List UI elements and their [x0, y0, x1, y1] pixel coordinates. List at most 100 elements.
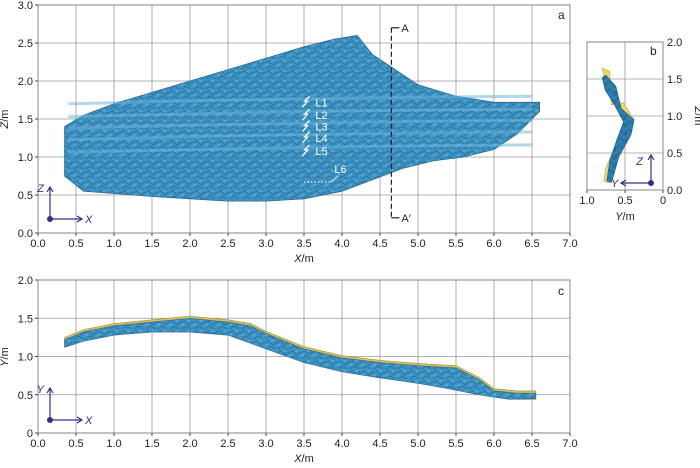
panel-b-xlabel: Y/m: [615, 211, 635, 223]
gizmo-origin: [47, 417, 53, 423]
y-tick-label: 0.5: [667, 148, 682, 160]
panel-b-ylabel: Z/m: [692, 106, 700, 126]
x-tick-label: 6.5: [524, 438, 539, 450]
gizmo-up-arrowhead: [46, 185, 54, 193]
x-tick-label: 3.0: [258, 238, 273, 250]
x-tick-label: 4.0: [334, 238, 349, 250]
panel-a-rock-surface: [64, 34, 540, 202]
x-tick-label: 6.0: [486, 438, 501, 450]
y-tick-label: 2.0: [18, 275, 33, 287]
x-tick-label: 7.0: [562, 238, 577, 250]
gizmo-up-label: Z: [635, 156, 644, 168]
x-tick-label: 3.0: [258, 438, 273, 450]
panel-b-letter: b: [650, 44, 657, 58]
x-tick-label: 5.5: [448, 438, 463, 450]
x-tick-label: 4.0: [334, 438, 349, 450]
y-tick-label: 0: [27, 428, 33, 440]
x-tick-label: 7.0: [562, 438, 577, 450]
x-tick-label: 0.5: [68, 438, 83, 450]
layer-band: [68, 130, 533, 142]
x-tick-label: 3.5: [296, 438, 311, 450]
layer-leader: [330, 175, 339, 183]
y-tick-label: 3.0: [18, 0, 33, 12]
x-tick-label: 2.0: [182, 438, 197, 450]
panel-b-axes-gizmo: ZY: [611, 153, 655, 190]
gizmo-side-label: Y: [611, 178, 619, 190]
layer-band: [68, 143, 533, 154]
gizmo-origin: [648, 180, 654, 186]
y-tick-label: 1.0: [18, 352, 33, 364]
panel-b-rock-surface: [601, 74, 635, 183]
gizmo-right-arrowhead: [76, 416, 84, 424]
gizmo-right-label: X: [84, 214, 93, 226]
x-tick-label: 1.0: [106, 238, 121, 250]
panel-b: 1.00.500.00.51.01.52.0 b Y/m Z/m ZY: [579, 37, 700, 223]
y-tick-label: 1.0: [18, 152, 33, 164]
gizmo-origin: [47, 216, 53, 222]
layer-label: L2: [315, 110, 327, 122]
panel-c-axes-gizmo: YX: [37, 384, 93, 427]
y-tick-label: 1.5: [18, 313, 33, 325]
gizmo-left-arrowhead: [619, 179, 627, 187]
panel-c-ylabel: Y/m: [0, 347, 11, 367]
panel-a-letter: a: [558, 8, 565, 22]
x-tick-label: 5.0: [410, 438, 425, 450]
panel-a-ticks: 0.0 0.5 1.0 1.5 2.0 2.5 3.0 3.5 4.0 4.5 5.0 5.5 6.0 6…: [18, 0, 578, 250]
section-top-label: A: [401, 23, 409, 35]
x-tick-label: 0.0: [30, 238, 45, 250]
layer-marker: [302, 144, 310, 157]
x-tick-label: 4.5: [372, 238, 387, 250]
x-tick-label: 0.0: [30, 438, 45, 450]
y-tick-label: 0.0: [667, 185, 682, 197]
x-tick-label: 5.0: [410, 238, 425, 250]
section-line-aa: A A′: [390, 23, 411, 225]
gizmo-right-arrowhead: [76, 215, 84, 223]
gizmo-up-label: Z: [36, 183, 45, 195]
y-tick-label: 2.0: [18, 76, 33, 88]
panel-c-xlabel: X/m: [293, 453, 314, 465]
layer-label: L6: [334, 164, 346, 176]
panel-a-axes-gizmo: ZX: [36, 183, 93, 226]
x-tick-label: 2.5: [220, 438, 235, 450]
x-tick-label: 6.5: [524, 238, 539, 250]
x-tick-label: 0.5: [617, 195, 632, 207]
layer-marker: [302, 108, 310, 121]
y-tick-label: 2.5: [18, 38, 33, 50]
panel-c-ticks: 0.0 0.5 1.0 1.5 2.0 2.5 3.0 3.5 4.0 4.5 5.0 5.5 6.0 6…: [18, 275, 578, 450]
gizmo-up-arrowhead: [647, 153, 655, 161]
x-tick-label: 1.0: [106, 438, 121, 450]
y-tick-label: 1.0: [667, 111, 682, 123]
layer-band: [68, 107, 533, 119]
section-bottom-label: A′: [401, 213, 410, 225]
x-tick-label: 2.5: [220, 238, 235, 250]
layer-label: L5: [315, 146, 327, 158]
x-tick-label: 0.5: [68, 238, 83, 250]
layer-marker: [302, 95, 310, 108]
y-tick-label: 0.0: [18, 228, 33, 240]
gizmo-up-arrowhead: [46, 386, 54, 394]
x-tick-label: 4.5: [372, 438, 387, 450]
x-tick-label: 5.5: [448, 238, 463, 250]
y-tick-label: 1.5: [18, 114, 33, 126]
y-tick-label: 0.5: [18, 390, 33, 402]
x-tick-label: 6.0: [486, 238, 501, 250]
panel-c: 0.0 0.5 1.0 1.5 2.0 2.5 3.0 3.5 4.0 4.5 5.0 5.5 6.0 6…: [0, 275, 578, 465]
x-tick-label: 1.5: [144, 238, 159, 250]
panel-c-rock-surface: [64, 317, 537, 400]
x-tick-label: 2.0: [182, 238, 197, 250]
y-tick-label: 1.5: [667, 74, 682, 86]
x-tick-label: 3.5: [296, 238, 311, 250]
layer-band: [68, 119, 533, 130]
panel-b-ticks: 1.0 0.5 00.0 0.5 1.0 1.5 2.0: [579, 37, 682, 207]
y-tick-label: 0.5: [18, 190, 33, 202]
x-tick-label: 1.0: [579, 195, 594, 207]
layer-label: L1: [315, 97, 327, 109]
x-tick-label: 1.5: [144, 438, 159, 450]
panel-a-ylabel: Z/m: [0, 110, 11, 130]
layer-band: [68, 94, 533, 106]
layer-label: L3: [315, 122, 327, 134]
panel-a-xlabel: X/m: [293, 253, 314, 265]
